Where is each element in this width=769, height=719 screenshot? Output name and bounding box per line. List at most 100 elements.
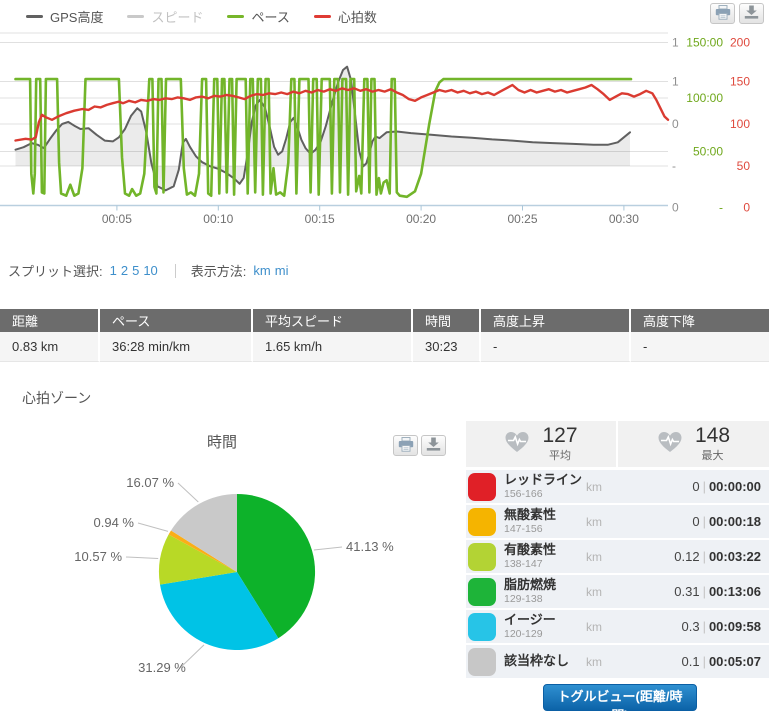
stat-text: 148 最大 [695, 425, 730, 463]
stat-value: 148 [694, 424, 731, 447]
zone-unit: km [586, 479, 602, 494]
download-icon [426, 437, 441, 454]
zone-color-swatch [468, 472, 496, 501]
svg-text:150: 150 [730, 75, 750, 89]
zone-time: 00:13:06 [708, 584, 761, 599]
legend-label: ペース [251, 10, 290, 25]
svg-text:-: - [719, 201, 723, 215]
zone-range: 129-138 [504, 592, 543, 605]
zone-range: 147-156 [504, 522, 543, 535]
column-header-5: 高度下降 [631, 309, 769, 332]
zone-name: 脂肪燃焼 [504, 577, 557, 592]
zone-range: 120-129 [504, 627, 543, 640]
svg-text:50: 50 [737, 159, 751, 173]
zone-value: 0 | 00:00:18 [636, 514, 761, 529]
zone-distance: 0.12 [674, 549, 700, 564]
zone-names: 脂肪燃焼 129-138 [504, 577, 586, 605]
svg-text:100:00: 100:00 [686, 91, 723, 105]
table-cell-3: 30:23 [413, 332, 481, 362]
download-chart-button[interactable] [739, 3, 764, 24]
pie-chart-title: 時間 [206, 434, 237, 451]
legend-item-gps-elevation[interactable]: GPS高度 [26, 7, 103, 26]
zone-names: 無酸素性 147-156 [504, 507, 586, 535]
svg-text:00:30: 00:30 [609, 212, 639, 226]
zone-color-swatch [468, 577, 496, 606]
hr-zone-row-2: 有酸素性 138-147 km 0.12 | 00:03:22 [466, 540, 769, 573]
hr-zone-pie-chart[interactable]: 41.13 % 31.29 % 10.57 % 0.94 % 16.07 % [0, 460, 466, 705]
column-header-1: ペース [100, 309, 253, 332]
split-option-5[interactable]: 5 [132, 263, 140, 278]
unit-option-km[interactable]: km [253, 263, 271, 278]
svg-text:50:00: 50:00 [693, 145, 723, 159]
svg-text:00:10: 00:10 [203, 212, 233, 226]
zone-time: 00:00:00 [708, 479, 761, 494]
legend-item-heart-rate[interactable]: 心拍数 [313, 7, 377, 26]
column-header-4: 高度上昇 [481, 309, 631, 332]
zone-range: 156-166 [504, 487, 543, 500]
legend-color-dash [313, 15, 331, 18]
activity-line-chart[interactable]: 00:05 00:10 00:15 00:20 00:25 00:30 1 1 0 - 0 150:0… [0, 28, 769, 228]
zone-names: 有酸素性 138-147 [504, 542, 586, 570]
legend-item-pace[interactable]: ペース [227, 7, 290, 26]
print-chart-button[interactable] [710, 3, 735, 24]
unit-options: km mi [251, 263, 290, 278]
splits-table-row: 0.83 km 36:28 min/km 1.65 km/h 30:23- - [0, 332, 769, 362]
chart-legend: GPS高度 スピード ペース 心拍数 [26, 7, 377, 26]
svg-text:10.57 %: 10.57 % [74, 549, 122, 564]
zone-name: レッドライン [504, 472, 583, 487]
zone-name: 該当枠なし [504, 653, 570, 669]
zone-name: イージー [504, 612, 556, 627]
legend-label: 心拍数 [337, 10, 377, 25]
split-option-2[interactable]: 2 [120, 263, 129, 278]
svg-text:1: 1 [672, 75, 679, 89]
zone-separator: | [702, 479, 706, 494]
zone-time: 00:09:58 [708, 619, 761, 634]
zone-range: 138-147 [504, 557, 543, 570]
download-icon [744, 5, 759, 22]
svg-text:150:00: 150:00 [686, 36, 723, 50]
splits-table: 距離 ペース 平均スピード 時間 高度上昇 高度下降 0.83 km 36:28 min/k… [0, 309, 769, 362]
svg-text:0: 0 [743, 201, 750, 215]
zone-value: 0.3 | 00:09:58 [636, 619, 761, 634]
download-pie-button[interactable] [421, 435, 446, 456]
zone-unit: km [586, 514, 602, 529]
split-option-10[interactable]: 10 [143, 263, 158, 278]
zone-name: 有酸素性 [504, 542, 557, 557]
stat-label: 平均 [548, 450, 571, 462]
divider [174, 263, 176, 278]
column-header-3: 時間 [413, 309, 481, 332]
unit-option-mi[interactable]: mi [274, 263, 289, 278]
print-pie-button[interactable] [393, 435, 418, 456]
toggle-view-button[interactable]: トグルビュー(距離/時間) [543, 684, 697, 719]
splits-selector: スプリット選択: 1 2 5 10 表示方法: km mi [8, 261, 290, 280]
heart-rate-icon [657, 430, 683, 458]
stat-label: 最大 [701, 450, 724, 462]
hr-zone-list: レッドライン 156-166 km 0 | 00:00:00 無酸素性 147-156 km 0 |… [466, 470, 769, 680]
zone-time: 00:05:07 [708, 654, 761, 669]
zone-value: 0.31 | 00:13:06 [636, 584, 761, 599]
zone-distance: 0.31 [674, 584, 700, 599]
chart-actions [710, 3, 764, 24]
split-select-label: スプリット選択: [8, 264, 103, 279]
zone-value: 0.12 | 00:03:22 [636, 549, 761, 564]
split-option-1[interactable]: 1 [109, 263, 117, 278]
zone-time: 00:03:22 [708, 549, 761, 564]
hr-zone-row-1: 無酸素性 147-156 km 0 | 00:00:18 [466, 505, 769, 538]
zone-distance: 0 [692, 479, 700, 494]
split-options: 1 2 5 10 [108, 263, 160, 278]
hr-stat-max: 148 最大 [618, 421, 769, 467]
legend-color-dash [227, 15, 245, 18]
stat-text: 127 平均 [542, 425, 577, 463]
zone-separator: | [702, 584, 706, 599]
svg-text:0: 0 [672, 117, 679, 131]
svg-text:16.07 %: 16.07 % [126, 475, 174, 490]
svg-text:-: - [672, 159, 676, 173]
zone-color-swatch [468, 542, 496, 571]
zone-separator: | [702, 514, 706, 529]
legend-item-speed[interactable]: スピード [127, 7, 203, 26]
printer-icon [398, 436, 414, 455]
zone-distance: 0.1 [681, 654, 700, 669]
zone-color-swatch [468, 507, 496, 536]
column-header-2: 平均スピード [253, 309, 413, 332]
legend-label: スピード [151, 10, 204, 25]
